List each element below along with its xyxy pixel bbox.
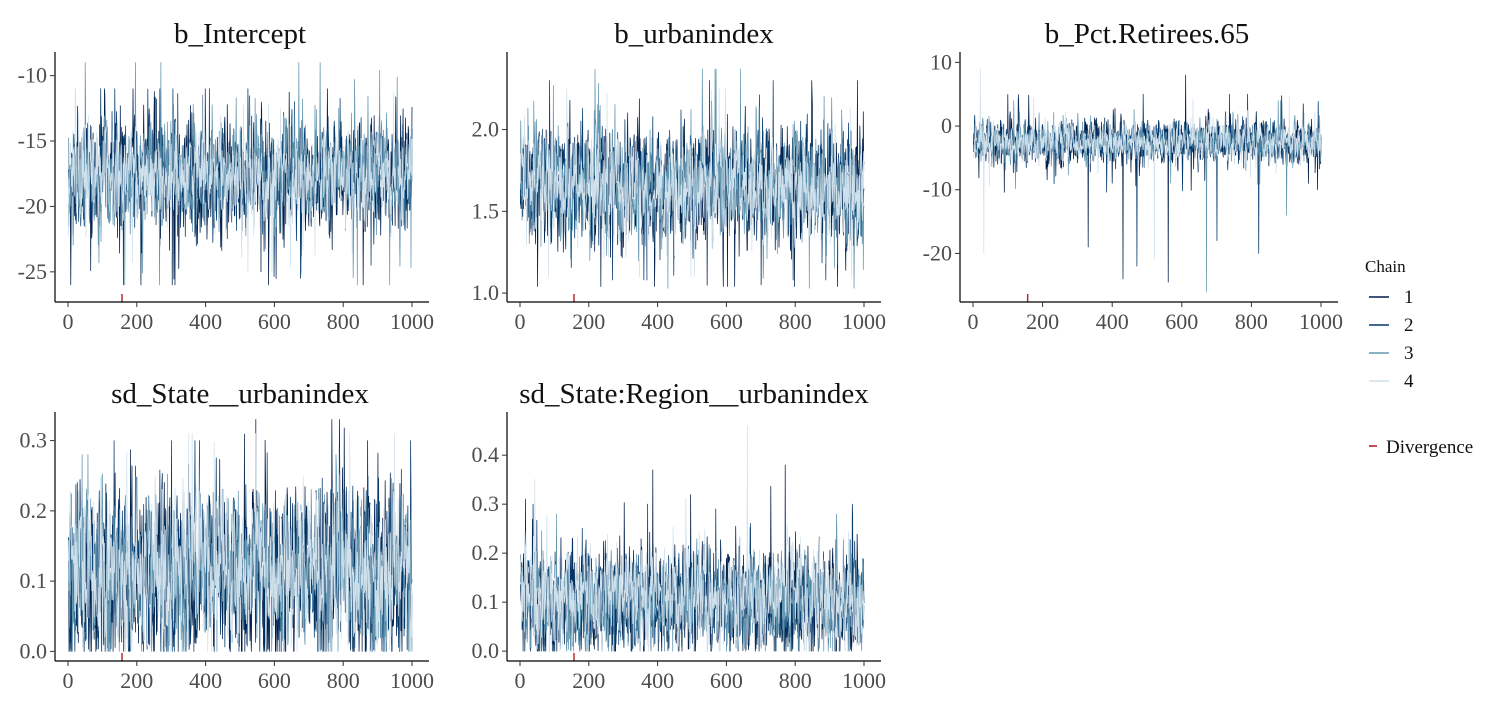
x-tick-label: 1000 [390,309,434,334]
legend-entry-chain-1: 1 [1369,287,1414,308]
legend-title: Chain [1365,257,1406,276]
trace-panel: b_urbanindex 1.0 1.5 2.0 0 200 400 600 800 1000 [472,18,887,334]
trace-lines [972,68,1322,293]
x-tick-label: 400 [641,668,674,693]
x-tick-label: 600 [258,309,291,334]
trace-lines [67,419,413,652]
x-tick-label: 1000 [390,668,434,693]
trace-line-chain-4 [67,88,413,273]
panel-title: b_Pct.Retirees.65 [1045,18,1250,50]
panel-title: sd_State:Region__urbanindex [519,378,869,410]
x-tick-label: 800 [779,668,812,693]
x-tick-label: 0 [63,668,74,693]
trace-line-chain-2 [972,93,1322,267]
x-tick-label: 800 [327,668,360,693]
y-tick-label: 0.2 [20,498,48,523]
panel-title: sd_State__urbanindex [111,378,369,410]
y-tick-label: -15 [18,128,47,153]
y-tick-label: 0.1 [20,568,48,593]
x-tick-label: 0 [63,309,74,334]
x-tick-label: 200 [572,309,605,334]
x-tick-label: 0 [515,309,526,334]
trace-line-chain-3 [972,100,1322,293]
x-tick-label: 200 [120,309,153,334]
y-tick-label: 0.1 [472,589,500,614]
trace-line-chain-4 [519,425,865,652]
legend-label-chain-4: 4 [1404,371,1414,392]
x-tick-label: 200 [120,668,153,693]
trace-panel: b_Intercept -25 -20 -15 -10 0 200 400 600 800 1000 [18,18,434,334]
trace-lines [519,425,865,652]
trace-panel: sd_State:Region__urbanindex 0.0 0.1 0.2 0.3 0… [472,378,887,693]
panel-title: b_Intercept [174,18,306,50]
y-tick-label: 0 [941,113,952,138]
x-tick-label: 0 [515,668,526,693]
y-tick-label: 0.4 [472,442,500,467]
x-tick-label: 1000 [1299,309,1343,334]
x-tick-label: 1000 [842,668,886,693]
y-tick-label: -25 [18,259,47,284]
y-tick-label: 0.3 [472,491,500,516]
legend-entry-chain-3: 3 [1369,343,1414,364]
trace-line-chain-4 [973,68,1322,261]
x-tick-label: 200 [1026,309,1059,334]
y-tick-label: 2.0 [472,117,500,142]
x-tick-label: 1000 [842,309,886,334]
y-tick-label: 10 [930,49,952,74]
legend-label-divergence: Divergence [1386,437,1473,458]
y-tick-label: -20 [923,240,952,265]
x-tick-label: 400 [1096,309,1129,334]
trace-panel: sd_State__urbanindex 0.0 0.1 0.2 0.3 0 200 400 6… [20,378,435,693]
y-tick-label: 1.0 [472,280,500,305]
y-tick-label: -20 [18,193,47,218]
y-tick-label: 0.0 [472,638,500,663]
x-tick-label: 800 [779,309,812,334]
x-tick-label: 800 [1235,309,1268,334]
y-tick-label: -10 [18,63,47,88]
legend: Chain 1 2 3 4 Divergence [1365,257,1473,458]
legend-label-chain-2: 2 [1404,315,1414,336]
legend-entry-divergence: Divergence [1369,437,1473,458]
legend-label-chain-1: 1 [1404,287,1414,308]
x-tick-label: 600 [1165,309,1198,334]
legend-label-chain-3: 3 [1404,343,1414,364]
x-tick-label: 800 [327,309,360,334]
x-tick-label: 600 [710,668,743,693]
legend-entry-chain-4: 4 [1369,371,1414,392]
x-tick-label: 400 [189,309,222,334]
trace-line-chain-4 [67,433,413,652]
y-tick-label: -10 [923,177,952,202]
y-tick-label: 0.3 [20,428,48,453]
x-tick-label: 200 [572,668,605,693]
y-tick-label: 0.2 [472,540,500,565]
x-tick-label: 600 [710,309,743,334]
x-tick-label: 600 [258,668,291,693]
y-tick-label: 1.5 [472,198,500,223]
panel-title: b_urbanindex [614,18,774,50]
trace-lines [67,62,413,286]
trace-lines [519,68,865,289]
trace-line-chain-1 [972,74,1322,283]
y-tick-label: 0.0 [20,638,48,663]
panels: b_Intercept-25-20-15-100 200 400 600 800 1000… [18,18,1343,693]
x-tick-label: 400 [641,309,674,334]
x-tick-label: 400 [189,668,222,693]
x-tick-label: 0 [968,309,979,334]
trace-line-chain-4 [519,88,865,278]
legend-entry-chain-2: 2 [1369,315,1414,336]
